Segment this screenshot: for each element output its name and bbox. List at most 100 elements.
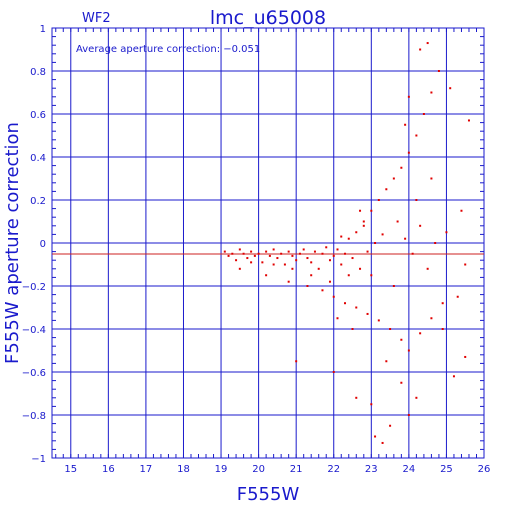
y-tick-label: −0.4 bbox=[22, 325, 46, 336]
data-point bbox=[287, 250, 290, 253]
data-point bbox=[344, 302, 347, 305]
data-point bbox=[370, 209, 373, 212]
data-point bbox=[389, 328, 392, 330]
data-point bbox=[276, 257, 279, 260]
data-point bbox=[332, 295, 335, 298]
data-point bbox=[265, 274, 268, 277]
data-point bbox=[246, 257, 249, 260]
y-tick-label: −1 bbox=[31, 454, 46, 465]
data-point bbox=[347, 237, 350, 240]
data-point bbox=[407, 414, 410, 416]
data-point bbox=[362, 220, 365, 223]
data-point bbox=[332, 371, 335, 373]
data-point bbox=[452, 375, 455, 378]
data-point bbox=[283, 263, 286, 266]
data-point bbox=[366, 250, 369, 253]
grid-lines bbox=[52, 28, 484, 458]
data-point bbox=[250, 261, 253, 264]
data-point bbox=[441, 302, 444, 305]
data-point bbox=[328, 259, 331, 262]
data-point bbox=[347, 274, 350, 277]
data-point bbox=[253, 254, 256, 257]
data-point bbox=[344, 252, 347, 255]
y-tick-label: 0.8 bbox=[30, 67, 46, 78]
data-point bbox=[467, 119, 470, 122]
data-point bbox=[336, 317, 339, 320]
data-point bbox=[370, 403, 373, 406]
data-point bbox=[295, 259, 298, 262]
data-point bbox=[317, 267, 320, 270]
data-point bbox=[340, 263, 343, 266]
data-point bbox=[392, 177, 395, 180]
data-point bbox=[250, 250, 253, 253]
data-point bbox=[437, 70, 440, 72]
data-point bbox=[321, 289, 324, 292]
y-tick-labels: −1 −0.8 −0.6 −0.4 −0.2 0 0.2 0.4 0.6 0.8 1 bbox=[22, 24, 46, 465]
y-tick-label: −0.2 bbox=[22, 282, 46, 293]
data-point bbox=[464, 355, 467, 358]
data-point bbox=[374, 435, 377, 438]
data-point bbox=[411, 252, 414, 255]
data-point bbox=[415, 396, 418, 399]
data-point bbox=[328, 280, 331, 283]
data-point bbox=[362, 224, 365, 227]
data-point bbox=[419, 332, 422, 335]
data-point bbox=[407, 151, 410, 154]
data-point bbox=[272, 248, 275, 251]
data-point bbox=[449, 87, 452, 90]
data-point bbox=[374, 242, 377, 244]
data-point bbox=[272, 263, 275, 266]
data-point bbox=[359, 209, 362, 212]
data-point bbox=[404, 123, 407, 126]
y-tick-label: −0.6 bbox=[22, 368, 46, 379]
x-tick-label: 25 bbox=[440, 464, 453, 475]
tick-marks bbox=[52, 28, 485, 458]
x-tick-labels: 15 16 17 18 19 20 21 22 23 24 25 26 bbox=[64, 464, 490, 475]
data-point bbox=[287, 280, 290, 283]
data-point bbox=[400, 338, 403, 341]
data-point bbox=[295, 360, 298, 363]
y-tick-label: 1 bbox=[40, 24, 46, 35]
data-point bbox=[291, 254, 294, 257]
data-point bbox=[351, 257, 354, 260]
data-point bbox=[381, 233, 384, 236]
data-point bbox=[291, 267, 294, 270]
data-point bbox=[355, 231, 358, 234]
chip-label: WF2 bbox=[82, 11, 111, 26]
x-axis-label: F555W bbox=[237, 484, 300, 505]
x-tick-label: 24 bbox=[403, 464, 416, 475]
data-point bbox=[223, 250, 226, 253]
data-point bbox=[407, 95, 410, 98]
data-point bbox=[419, 224, 422, 227]
data-point bbox=[389, 424, 392, 427]
data-point bbox=[332, 254, 335, 257]
x-tick-label: 21 bbox=[290, 464, 303, 475]
data-point bbox=[422, 113, 425, 115]
data-point bbox=[456, 295, 459, 298]
data-point bbox=[359, 267, 362, 270]
data-point bbox=[268, 254, 271, 257]
chart-title: lmc_u65008 bbox=[210, 7, 326, 29]
data-point bbox=[400, 381, 403, 384]
data-point bbox=[430, 91, 433, 94]
data-point bbox=[445, 231, 448, 234]
data-point bbox=[310, 274, 313, 277]
data-point bbox=[385, 360, 388, 363]
data-point bbox=[366, 312, 369, 315]
data-point bbox=[235, 259, 238, 262]
average-correction-annotation: Average aperture correction: −0.051 bbox=[76, 44, 260, 55]
data-point bbox=[415, 199, 418, 201]
data-point bbox=[370, 274, 373, 277]
data-point bbox=[377, 319, 380, 322]
y-tick-label: 0.4 bbox=[30, 153, 46, 164]
data-point bbox=[306, 257, 309, 260]
data-point bbox=[261, 261, 264, 264]
data-point bbox=[441, 328, 444, 330]
data-point bbox=[355, 306, 358, 309]
data-point bbox=[340, 235, 343, 238]
data-point bbox=[426, 267, 429, 270]
data-point bbox=[257, 252, 260, 255]
x-tick-label: 15 bbox=[64, 464, 77, 475]
y-tick-label: 0.2 bbox=[30, 196, 46, 207]
